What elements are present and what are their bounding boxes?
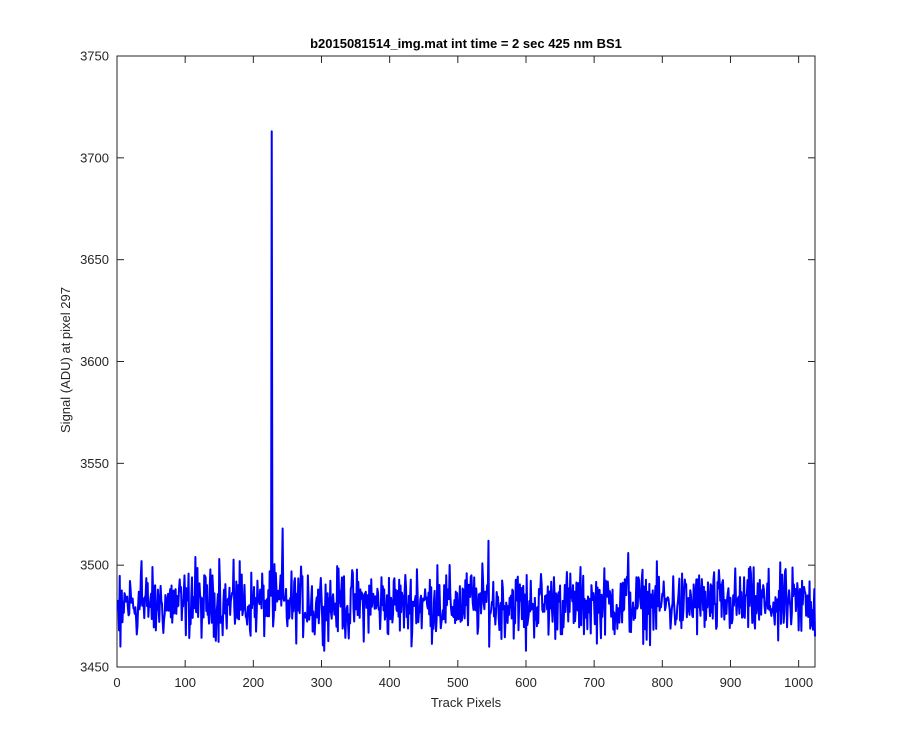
y-tick-label: 3450: [80, 660, 109, 675]
x-axis-label: Track Pixels: [431, 695, 502, 710]
x-tick-label: 1000: [784, 675, 813, 690]
x-tick-label: 500: [447, 675, 469, 690]
plot-area: [116, 55, 816, 668]
x-tick-label: 800: [651, 675, 673, 690]
y-axis-ticks: 3450 3500 3550 3600 3650 3700 3750: [80, 49, 815, 675]
x-tick-label: 900: [720, 675, 742, 690]
y-tick-label: 3550: [80, 456, 109, 471]
chart-title: b2015081514_img.mat int time = 2 sec 425…: [310, 36, 622, 51]
x-tick-label: 400: [379, 675, 401, 690]
y-tick-label: 3750: [80, 49, 109, 64]
y-tick-label: 3600: [80, 354, 109, 369]
y-tick-label: 3650: [80, 252, 109, 267]
y-tick-label: 3700: [80, 150, 109, 165]
y-tick-label: 3500: [80, 558, 109, 573]
x-tick-label: 200: [242, 675, 264, 690]
x-tick-label: 100: [174, 675, 196, 690]
y-axis-label: Signal (ADU) at pixel 297: [58, 287, 73, 433]
x-tick-label: 600: [515, 675, 537, 690]
series-line: [116, 130, 816, 652]
x-axis-ticks: 0 100 200 300 400 500 600 700 800 900 1000: [113, 56, 813, 690]
x-tick-label: 700: [583, 675, 605, 690]
x-tick-label: 300: [311, 675, 333, 690]
x-tick-label: 0: [113, 675, 120, 690]
